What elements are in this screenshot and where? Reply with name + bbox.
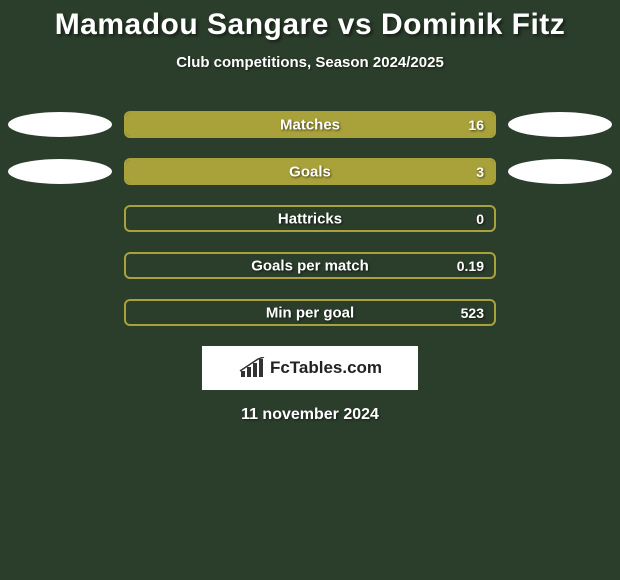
right-ellipse (508, 112, 612, 137)
stat-value: 3 (476, 164, 484, 180)
page-title: Mamadou Sangare vs Dominik Fitz (0, 8, 620, 42)
stat-row: Hattricks 0 (8, 205, 612, 232)
stat-rows: Matches 16 Goals 3 Hattricks 0 Goals per match… (0, 111, 620, 326)
logo-text: FcTables.com (270, 358, 382, 378)
left-ellipse (8, 253, 112, 278)
stat-value: 523 (461, 305, 484, 321)
stat-value: 16 (468, 117, 484, 133)
left-ellipse (8, 300, 112, 325)
comparison-infographic: Mamadou Sangare vs Dominik Fitz Club com… (0, 0, 620, 424)
stat-label: Hattricks (278, 210, 342, 227)
stat-row: Matches 16 (8, 111, 612, 138)
stat-bar: Hattricks 0 (124, 205, 496, 232)
left-ellipse (8, 112, 112, 137)
stat-value: 0 (476, 211, 484, 227)
stat-label: Goals (289, 163, 331, 180)
logo-box: FcTables.com (202, 346, 418, 390)
logo-chart-icon (238, 357, 266, 379)
stat-row: Min per goal 523 (8, 299, 612, 326)
date-text: 11 november 2024 (0, 406, 620, 424)
stat-label: Matches (280, 116, 340, 133)
right-ellipse (508, 206, 612, 231)
stat-label: Min per goal (266, 304, 354, 321)
right-ellipse (508, 253, 612, 278)
stat-bar: Goals per match 0.19 (124, 252, 496, 279)
left-ellipse (8, 206, 112, 231)
stat-row: Goals per match 0.19 (8, 252, 612, 279)
stat-bar: Matches 16 (124, 111, 496, 138)
stat-bar: Min per goal 523 (124, 299, 496, 326)
subtitle: Club competitions, Season 2024/2025 (0, 54, 620, 71)
left-ellipse (8, 159, 112, 184)
stat-label: Goals per match (251, 257, 369, 274)
stat-value: 0.19 (457, 258, 484, 274)
right-ellipse (508, 159, 612, 184)
right-ellipse (508, 300, 612, 325)
stat-row: Goals 3 (8, 158, 612, 185)
stat-bar: Goals 3 (124, 158, 496, 185)
